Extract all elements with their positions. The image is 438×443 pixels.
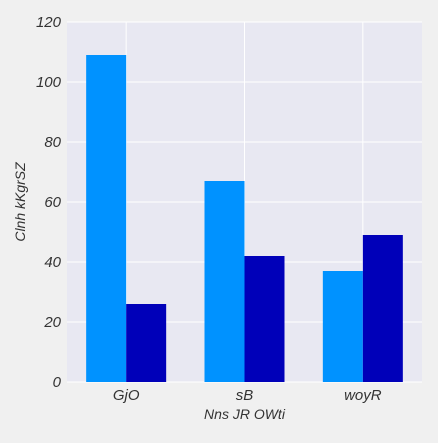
bar-series-2-sB xyxy=(245,256,285,382)
y-tick-labels: 0 20 40 60 80 100 120 xyxy=(36,14,62,391)
y-tick-label: 80 xyxy=(44,134,61,151)
bar-series-2-GjO xyxy=(126,304,166,382)
y-tick-label: 20 xyxy=(43,314,61,331)
x-tick-label: GjO xyxy=(113,387,140,404)
y-tick-label: 0 xyxy=(53,374,62,391)
x-tick-label: woyR xyxy=(344,387,382,404)
y-axis-label: Clnh kKgrSZ xyxy=(12,162,28,242)
y-tick-label: 40 xyxy=(44,254,61,271)
bar-series-1-sB xyxy=(205,181,245,382)
x-tick-labels: GjO sB woyR xyxy=(113,387,382,404)
x-axis-label: Nns JR OWti xyxy=(204,406,286,422)
y-tick-label: 60 xyxy=(44,194,61,211)
y-tick-label: 120 xyxy=(36,14,62,31)
bar-series-1-woyR xyxy=(323,271,363,382)
y-tick-label: 100 xyxy=(36,74,62,91)
x-tick-label: sB xyxy=(236,387,254,404)
bar-series-2-woyR xyxy=(363,235,403,382)
bar-series-1-GjO xyxy=(86,55,126,382)
